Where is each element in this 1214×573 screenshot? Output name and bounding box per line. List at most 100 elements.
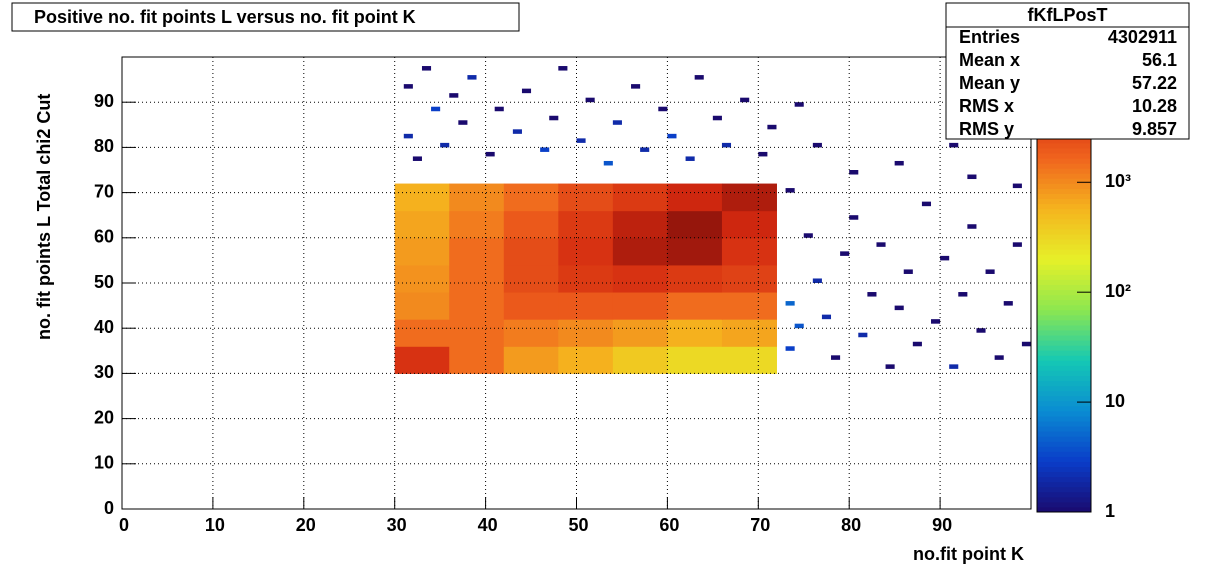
palette-step [1037, 153, 1091, 159]
heatmap-cell [994, 355, 1004, 360]
heatmap-cell [558, 210, 614, 239]
heatmap-cell [876, 242, 886, 247]
palette-step [1037, 431, 1091, 437]
heatmap-cell [867, 292, 877, 297]
palette-step [1037, 350, 1091, 356]
palette-step [1037, 233, 1091, 240]
palette-step [1037, 193, 1091, 200]
stats-box [945, 2, 1190, 140]
title-box [11, 2, 520, 32]
palette-step [1037, 395, 1091, 402]
palette-step [1037, 340, 1091, 346]
palette-step [1037, 466, 1091, 473]
heatmap-cell [894, 305, 904, 311]
palette-step [1037, 294, 1091, 301]
heatmap-cell [785, 346, 795, 351]
heatmap-cell [558, 264, 614, 293]
heatmap-cell [667, 237, 723, 266]
palette-step [1037, 239, 1091, 245]
palette-step [1037, 400, 1091, 407]
y-tick-label: 30 [94, 362, 114, 382]
heatmap-cell [976, 328, 986, 333]
palette-step [1037, 213, 1091, 220]
heatmap-cell [667, 210, 723, 239]
palette-step [1037, 491, 1091, 498]
x-tick-label: 0 [119, 515, 129, 535]
heatmap-cell [394, 292, 450, 320]
palette-step [1037, 183, 1091, 189]
palette-step [1037, 370, 1091, 376]
palette-step [1037, 335, 1091, 341]
heatmap-cell [667, 264, 723, 293]
x-tick-label: 80 [841, 515, 861, 535]
heatmap-cell [394, 237, 450, 266]
palette-step [1037, 279, 1091, 285]
palette-step [1037, 385, 1091, 392]
heatmap-cell [1012, 183, 1022, 189]
heatmap-cell [812, 278, 822, 283]
plot-frame [121, 56, 1032, 510]
heatmap-cell [849, 170, 859, 175]
palette-step [1037, 269, 1091, 275]
palette-step [1037, 415, 1091, 422]
heatmap-cell [494, 106, 504, 112]
heatmap-cell [540, 147, 550, 152]
x-tick-label: 70 [750, 515, 770, 535]
heatmap-cell [1021, 341, 1031, 347]
heatmap-cell [503, 319, 559, 347]
palette-step [1037, 486, 1091, 493]
heatmap-cell [985, 269, 995, 274]
palette-step [1037, 405, 1091, 412]
heatmap-cell [831, 355, 841, 360]
x-tick-label: 20 [296, 515, 316, 535]
heatmap-cell [403, 133, 413, 139]
heatmap-cell [503, 237, 559, 266]
palette-step [1037, 198, 1091, 205]
palette-step [1037, 451, 1091, 457]
palette-step [1037, 380, 1091, 387]
heatmap-cell [894, 160, 904, 166]
heatmap-cell [1012, 242, 1022, 247]
palette-step [1037, 345, 1091, 351]
heatmap-cell [858, 332, 868, 338]
heatmap-cell [503, 183, 559, 212]
heatmap-cell [812, 142, 822, 148]
heatmap-cell [521, 88, 532, 94]
heatmap-cell [1003, 301, 1013, 306]
heatmap-cell [631, 84, 641, 89]
heatmap-cell [503, 292, 559, 320]
heatmap-cell [721, 183, 777, 212]
heatmap-cell [449, 292, 505, 320]
heatmap-cell [412, 156, 422, 161]
heatmap-cell [449, 210, 505, 239]
heatmap-cell [549, 115, 559, 121]
palette-step [1037, 456, 1091, 462]
palette-step [1037, 244, 1091, 250]
heatmap-cell [558, 319, 614, 347]
heatmap-cell [394, 346, 450, 374]
stats-label: Mean x [959, 50, 1020, 70]
palette-step [1037, 299, 1091, 306]
stats-label: RMS x [959, 96, 1014, 116]
heatmap-cell [603, 160, 613, 166]
y-tick-label: 10 [94, 453, 114, 473]
heatmap-cell [667, 183, 723, 212]
palette-step [1037, 304, 1091, 311]
stats-value: 10.28 [1132, 96, 1177, 116]
x-axis-label: no.fit point K [913, 544, 1024, 564]
heatmap-cell [485, 151, 495, 157]
stats-label: Mean y [959, 73, 1020, 93]
palette-step [1037, 365, 1091, 371]
heatmap-cell [612, 210, 668, 239]
stats-value: 9.857 [1132, 119, 1177, 139]
z-tick-label: 1 [1105, 501, 1115, 521]
heatmap-cell [885, 364, 895, 369]
heatmap-cell [721, 142, 732, 148]
heatmap-cell [712, 115, 722, 121]
heatmap-cell [758, 151, 768, 157]
heatmap-cell [394, 264, 450, 293]
heatmap-cell [794, 102, 804, 107]
palette-step [1037, 446, 1091, 452]
palette-step [1037, 173, 1091, 179]
heatmap-cell [912, 341, 922, 347]
